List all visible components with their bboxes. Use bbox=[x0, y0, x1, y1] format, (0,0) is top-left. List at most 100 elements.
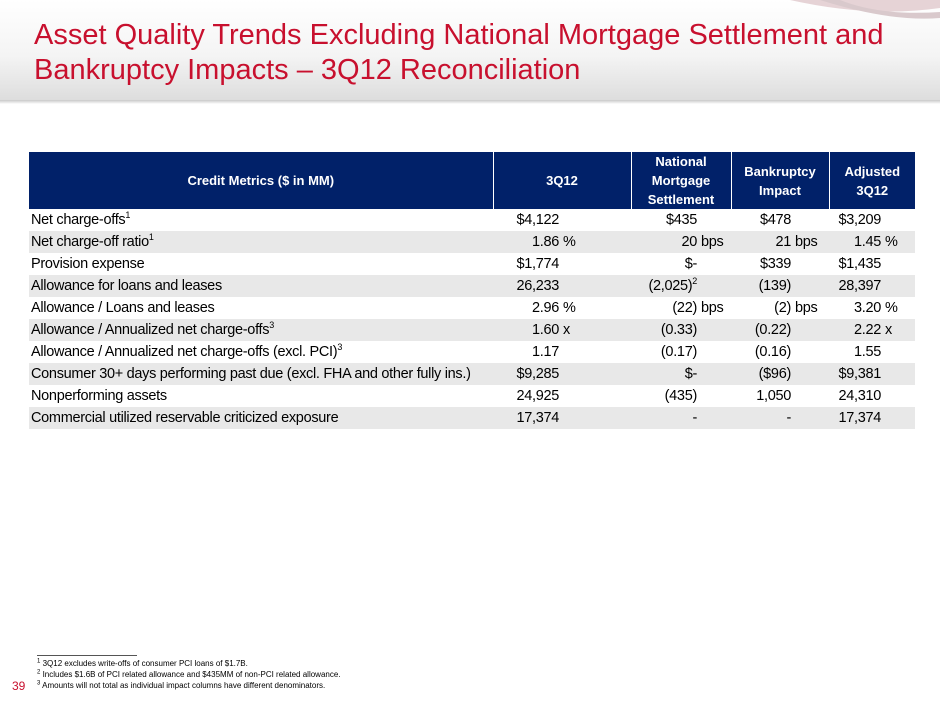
unit-adjusted bbox=[883, 341, 915, 363]
table-row: Net charge-offs1 $4,122 $435 $478 $3,209 bbox=[29, 209, 915, 231]
unit-adjusted bbox=[883, 209, 915, 231]
unit-nms bbox=[699, 319, 731, 341]
value-bankruptcy: $478 bbox=[759, 212, 791, 228]
table-row: Allowance / Annualized net charge-offs (… bbox=[29, 341, 915, 363]
value-adjusted: 3.20 bbox=[853, 300, 882, 316]
value-nms: (435) bbox=[664, 388, 698, 404]
unit-bankruptcy bbox=[793, 341, 829, 363]
unit-nms bbox=[699, 253, 731, 275]
unit-adjusted: % bbox=[883, 231, 916, 253]
value-bankruptcy: (0.22) bbox=[731, 319, 793, 341]
unit-bankruptcy: bps bbox=[793, 231, 830, 253]
unit-adjusted: x bbox=[883, 319, 916, 341]
value-bankruptcy: (0.16) bbox=[754, 344, 791, 360]
unit-nms bbox=[699, 209, 731, 231]
value-nms: $- bbox=[631, 363, 699, 385]
value-3q12: 17,374 bbox=[493, 407, 561, 429]
unit-3q12 bbox=[561, 275, 631, 297]
metric-label: Net charge-off ratio1 bbox=[29, 231, 493, 253]
value-bankruptcy: (139) bbox=[731, 275, 793, 297]
header-national-mortgage-settlement: National Mortgage Settlement bbox=[631, 152, 732, 209]
metric-label: Provision expense bbox=[31, 256, 145, 272]
value-nms: 20 bbox=[631, 231, 699, 253]
value-3q12: 1.17 bbox=[531, 344, 559, 360]
unit-3q12 bbox=[561, 209, 631, 231]
unit-adjusted bbox=[883, 275, 916, 297]
value-3q12: $4,122 bbox=[516, 212, 559, 228]
metric-label: Allowance / Annualized net charge-offs (… bbox=[31, 342, 343, 360]
unit-nms: bps bbox=[699, 231, 731, 253]
table-row: Commercial utilized reservable criticize… bbox=[29, 407, 916, 429]
value-bankruptcy: ($96) bbox=[731, 363, 793, 385]
flag-swoosh-graphic bbox=[790, 0, 940, 19]
value-bankruptcy: - bbox=[731, 407, 793, 429]
table-row: Allowance / Annualized net charge-offs3 1… bbox=[29, 319, 916, 341]
unit-bankruptcy bbox=[793, 275, 830, 297]
value-adjusted: $9,381 bbox=[829, 363, 884, 385]
unit-nms bbox=[699, 385, 731, 407]
metric-label: Nonperforming assets bbox=[31, 388, 167, 404]
value-nms: $435 bbox=[665, 212, 697, 228]
unit-bankruptcy: bps bbox=[795, 300, 818, 316]
table-row: Nonperforming assets 24,925 (435) 1,050 24,3… bbox=[29, 385, 915, 407]
value-3q12: 1.60 bbox=[493, 319, 561, 341]
table-row: Provision expense $1,774 $- $339 $1,435 bbox=[29, 253, 915, 275]
header-bankruptcy-impact: Bankruptcy Impact bbox=[731, 152, 830, 209]
value-adjusted: 2.22 bbox=[829, 319, 884, 341]
metric-label: Consumer 30+ days performing past due (e… bbox=[29, 363, 493, 385]
header-credit-metrics: Credit Metrics ($ in MM) bbox=[29, 152, 494, 209]
unit-nms bbox=[699, 275, 731, 297]
header-band bbox=[0, 0, 940, 102]
unit-adjusted: % bbox=[885, 300, 898, 316]
metric-label: Commercial utilized reservable criticize… bbox=[29, 407, 493, 429]
value-adjusted: $3,209 bbox=[838, 212, 882, 228]
value-adjusted: 28,397 bbox=[829, 275, 884, 297]
header-adjusted-3q12: Adjusted 3Q12 bbox=[829, 152, 916, 209]
value-nms: (0.17) bbox=[660, 344, 697, 360]
value-nms: $- bbox=[684, 256, 698, 272]
unit-nms: bps bbox=[701, 300, 724, 316]
unit-adjusted bbox=[883, 253, 915, 275]
unit-bankruptcy bbox=[793, 385, 829, 407]
unit-adjusted bbox=[883, 363, 916, 385]
value-3q12: 26,233 bbox=[493, 275, 561, 297]
unit-3q12 bbox=[561, 407, 631, 429]
metric-label: Net charge-offs1 bbox=[31, 210, 131, 228]
value-bankruptcy: (2) bbox=[774, 300, 791, 316]
unit-3q12 bbox=[561, 253, 631, 275]
header-divider bbox=[0, 100, 940, 104]
header-3q12: 3Q12 bbox=[493, 152, 632, 209]
unit-3q12: x bbox=[561, 319, 631, 341]
table-body: Net charge-offs1 $4,122 $435 $478 $3,209 Net … bbox=[29, 209, 916, 429]
unit-bankruptcy bbox=[793, 407, 830, 429]
value-nms: (2,025)2 bbox=[631, 275, 699, 297]
table-header-row: Credit Metrics ($ in MM) 3Q12 National M… bbox=[29, 152, 916, 209]
unit-nms bbox=[699, 407, 731, 429]
value-nms: - bbox=[631, 407, 699, 429]
table-row: Allowance for loans and leases 26,233 (2,0… bbox=[29, 275, 916, 297]
value-3q12: 2.96 bbox=[531, 300, 559, 316]
unit-3q12 bbox=[561, 385, 631, 407]
value-nms: (22) bbox=[672, 300, 697, 316]
footnote-1: 1 3Q12 excludes write-offs of consumer P… bbox=[37, 658, 248, 668]
unit-adjusted bbox=[883, 385, 915, 407]
unit-3q12 bbox=[561, 341, 631, 363]
value-bankruptcy: 21 bbox=[731, 231, 793, 253]
value-3q12: $1,774 bbox=[516, 256, 559, 272]
metric-label: Allowance for loans and leases bbox=[29, 275, 493, 297]
value-adjusted: 17,374 bbox=[829, 407, 884, 429]
unit-bankruptcy bbox=[793, 363, 830, 385]
footnote-divider bbox=[37, 655, 137, 656]
metric-label: Allowance / Loans and leases bbox=[31, 300, 215, 316]
footnote-2: 2 Includes $1.6B of PCI related allowanc… bbox=[37, 669, 341, 679]
unit-3q12: % bbox=[563, 300, 576, 316]
unit-bankruptcy bbox=[793, 209, 829, 231]
metric-label: Allowance / Annualized net charge-offs3 bbox=[29, 319, 493, 341]
unit-nms bbox=[699, 363, 731, 385]
footnote-3: 3 Amounts will not total as individual i… bbox=[37, 680, 326, 690]
unit-bankruptcy bbox=[793, 253, 829, 275]
value-3q12: 24,925 bbox=[516, 388, 559, 404]
value-adjusted: 1.55 bbox=[853, 344, 882, 360]
unit-adjusted bbox=[883, 407, 916, 429]
unit-nms bbox=[699, 341, 731, 363]
